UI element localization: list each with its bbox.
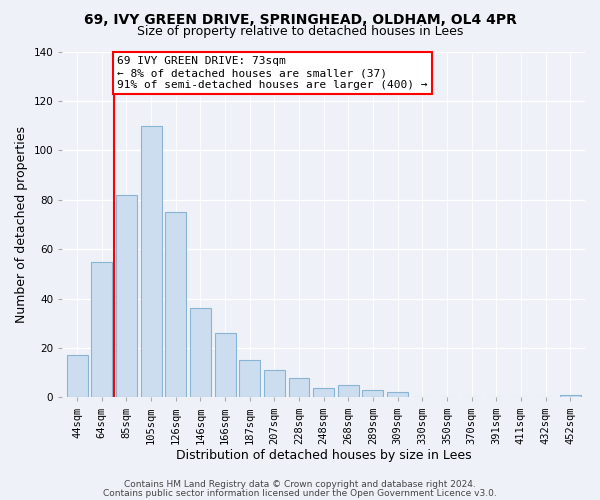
Bar [190,308,211,398]
Bar [67,356,88,398]
Bar [362,390,383,398]
Bar [215,333,236,398]
X-axis label: Distribution of detached houses by size in Lees: Distribution of detached houses by size … [176,450,472,462]
Text: 69, IVY GREEN DRIVE, SPRINGHEAD, OLDHAM, OL4 4PR: 69, IVY GREEN DRIVE, SPRINGHEAD, OLDHAM,… [83,12,517,26]
Bar [140,126,161,398]
Text: Contains public sector information licensed under the Open Government Licence v3: Contains public sector information licen… [103,488,497,498]
Bar [387,392,408,398]
Bar [289,378,310,398]
Bar [313,388,334,398]
Y-axis label: Number of detached properties: Number of detached properties [15,126,28,323]
Bar [338,385,359,398]
Bar [264,370,285,398]
Text: Size of property relative to detached houses in Lees: Size of property relative to detached ho… [137,25,463,38]
Bar [91,262,112,398]
Bar [560,395,581,398]
Bar [239,360,260,398]
Bar [165,212,186,398]
Bar [116,195,137,398]
Text: Contains HM Land Registry data © Crown copyright and database right 2024.: Contains HM Land Registry data © Crown c… [124,480,476,489]
Text: 69 IVY GREEN DRIVE: 73sqm
← 8% of detached houses are smaller (37)
91% of semi-d: 69 IVY GREEN DRIVE: 73sqm ← 8% of detach… [117,56,428,90]
